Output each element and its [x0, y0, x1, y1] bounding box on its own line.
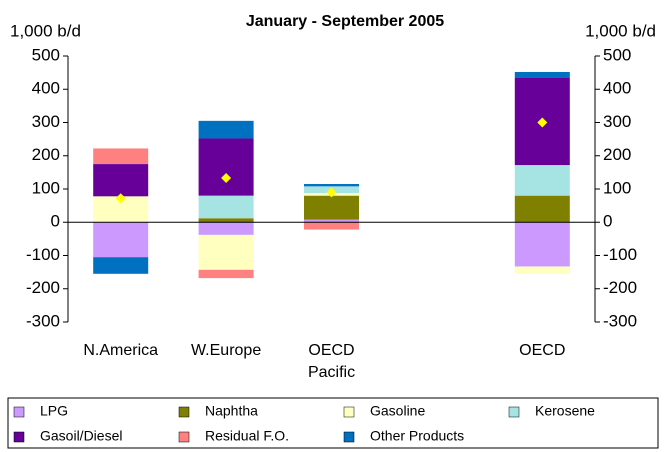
y-tick-label: 100 — [32, 178, 60, 197]
bar-segment — [304, 219, 359, 223]
bar-segment — [198, 218, 254, 223]
y2-tick-label: 200 — [603, 145, 631, 164]
legend-label: Gasoline — [370, 403, 425, 419]
bar-segment — [198, 222, 254, 235]
legend-box — [7, 397, 659, 449]
net-marker — [326, 187, 337, 198]
legend-label: Kerosene — [535, 403, 595, 419]
legend-swatch — [508, 406, 520, 418]
y-tick-label: 300 — [32, 112, 60, 131]
legend-swatch — [13, 406, 25, 418]
bar-segment — [93, 148, 149, 165]
bar-segment — [514, 222, 570, 267]
y-tick-label: -100 — [26, 245, 60, 264]
bar-segment — [93, 164, 149, 197]
y-tick-label: -200 — [26, 278, 60, 297]
legend-label: Naphtha — [205, 403, 258, 419]
legend-label: Other Products — [370, 428, 464, 444]
legend-swatch — [343, 406, 355, 418]
net-marker — [115, 193, 126, 204]
y2-tick-label: -200 — [603, 278, 637, 297]
net-marker — [537, 117, 548, 128]
y-tick-label: 0 — [51, 212, 60, 231]
chart-title: January - September 2005 — [246, 13, 444, 30]
y2-tick-label: 100 — [603, 178, 631, 197]
bar-segment — [514, 195, 570, 223]
y-tick-label: -300 — [26, 311, 60, 330]
bar-segment — [198, 269, 254, 279]
y-tick-label: 400 — [32, 79, 60, 98]
y-tick-label: 200 — [32, 145, 60, 164]
y-axis-label: 1,000 b/d — [10, 21, 81, 40]
bar-segment — [198, 195, 254, 219]
x-tick-label: N.America — [83, 342, 159, 359]
bar-segment — [304, 195, 359, 220]
y2-tick-label: 400 — [603, 79, 631, 98]
bar-segment — [514, 266, 570, 274]
legend-swatch — [13, 431, 25, 443]
legend-swatch — [178, 431, 190, 443]
y2-tick-label: -300 — [603, 311, 637, 330]
y2-tick-label: 0 — [603, 212, 612, 231]
bar-segment — [514, 165, 570, 196]
bar-segment — [198, 120, 254, 139]
legend-label: Residual F.O. — [205, 428, 289, 444]
bar-segment — [304, 184, 359, 187]
legend-swatch — [178, 406, 190, 418]
x-tick-label: OECD Pacific — [307, 342, 356, 381]
bar-segment — [304, 222, 359, 230]
legend-label: Gasoil/Diesel — [40, 428, 122, 444]
bar-segment — [198, 234, 254, 270]
bar-segment — [198, 138, 254, 196]
legend-label: LPG — [40, 403, 68, 419]
bar-segment — [93, 222, 149, 258]
y2-axis-label: 1,000 b/d — [585, 21, 656, 40]
x-tick-label: OECD — [519, 342, 566, 359]
y2-tick-label: -100 — [603, 245, 637, 264]
bar-segment — [93, 257, 149, 274]
legend-swatch — [343, 431, 355, 443]
y2-tick-label: 500 — [603, 45, 631, 64]
net-marker — [221, 173, 232, 184]
x-tick-label: W.Europe — [190, 342, 262, 359]
y2-tick-label: 300 — [603, 112, 631, 131]
y-tick-label: 500 — [32, 45, 60, 64]
bar-segment — [514, 71, 570, 78]
